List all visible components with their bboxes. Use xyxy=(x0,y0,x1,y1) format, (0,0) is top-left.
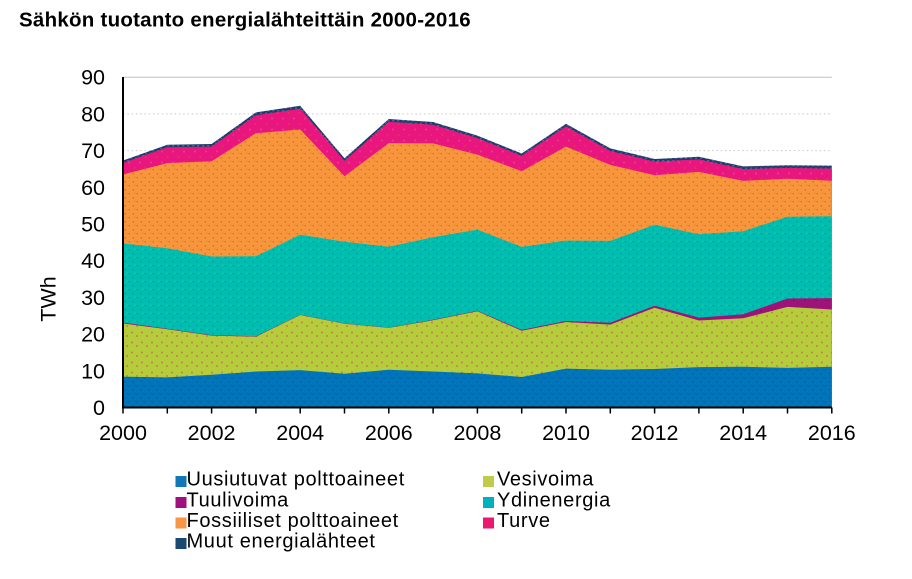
svg-text:2002: 2002 xyxy=(188,421,236,445)
svg-text:70: 70 xyxy=(81,139,105,163)
svg-text:Tuulivoima: Tuulivoima xyxy=(187,490,290,512)
svg-text:2006: 2006 xyxy=(365,421,413,445)
svg-text:60: 60 xyxy=(81,176,105,200)
svg-text:90: 90 xyxy=(81,66,105,90)
svg-text:2016: 2016 xyxy=(808,421,856,445)
svg-text:10: 10 xyxy=(81,359,105,383)
svg-text:2012: 2012 xyxy=(631,421,679,445)
svg-text:Muut energialähteet: Muut energialähteet xyxy=(187,531,376,553)
svg-text:Turve: Turve xyxy=(497,510,551,532)
svg-text:2010: 2010 xyxy=(542,421,590,445)
svg-text:20: 20 xyxy=(81,323,105,347)
svg-text:2000: 2000 xyxy=(99,421,147,445)
svg-text:50: 50 xyxy=(81,213,105,237)
svg-text:Sähkön tuotanto energialähteit: Sähkön tuotanto energialähteittäin 2000-… xyxy=(19,9,471,32)
svg-text:2014: 2014 xyxy=(719,421,767,445)
svg-text:40: 40 xyxy=(81,249,105,273)
svg-text:80: 80 xyxy=(81,102,105,126)
svg-text:2004: 2004 xyxy=(276,421,324,445)
svg-text:0: 0 xyxy=(93,396,105,420)
svg-text:2008: 2008 xyxy=(453,421,501,445)
svg-text:30: 30 xyxy=(81,286,105,310)
svg-text:Ydinenergia: Ydinenergia xyxy=(497,490,611,512)
svg-text:Uusiutuvat polttoaineet: Uusiutuvat polttoaineet xyxy=(187,469,405,491)
svg-text:TWh: TWh xyxy=(37,276,61,321)
svg-text:Fossiiliset polttoaineet: Fossiiliset polttoaineet xyxy=(187,510,399,532)
svg-text:Vesivoima: Vesivoima xyxy=(497,469,594,491)
